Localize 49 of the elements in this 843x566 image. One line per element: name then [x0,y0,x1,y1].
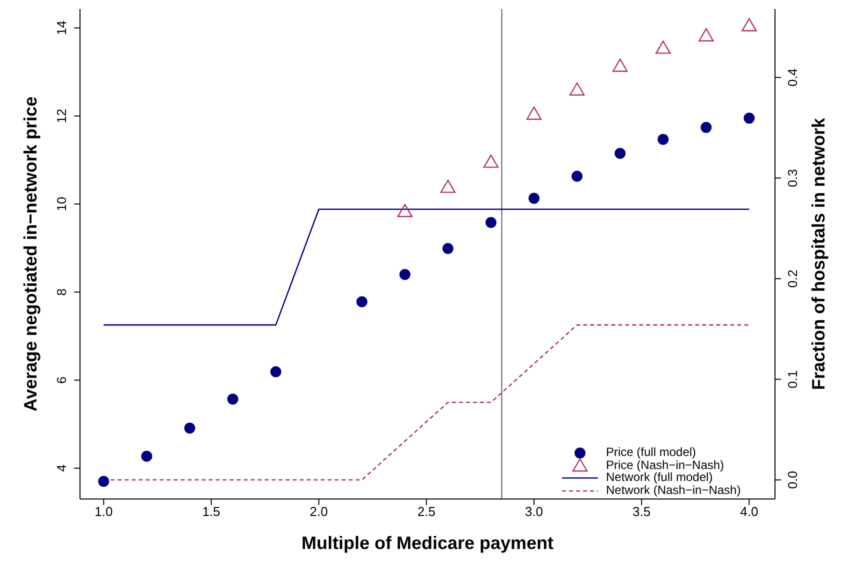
point [698,28,714,42]
point [572,170,583,182]
point [356,296,368,308]
point [397,204,413,218]
legend-label: Network (full model) [606,470,713,484]
legend-label: Price (full model) [606,445,696,460]
x-tick-label: 4.0 [740,504,758,520]
y2-tick-label: 0.4 [785,68,800,86]
y2-tick-label: 0.2 [785,270,800,288]
x-tick-label: 3.5 [632,504,651,520]
y-tick-label: 4 [54,464,69,472]
y2-tick-label: 0.0 [785,470,800,489]
point [399,268,410,280]
point [700,122,712,133]
legend-label: Price (Nash−in−Nash) [606,458,724,472]
point [742,18,757,32]
point [656,40,671,54]
x-tick-label: 3.0 [524,504,544,520]
x-axis-title: Multiple of Medicare payment [301,533,554,553]
x-tick-label: 2.5 [417,504,436,520]
point [485,217,496,228]
point [569,82,585,96]
point [227,394,238,405]
x-tick-label: 2.0 [310,504,328,520]
y-tick-label: 10 [54,196,69,212]
y2-axis-title: Fraction of hospitals in network [808,117,828,390]
point [184,422,196,434]
point [526,106,542,120]
point [658,134,669,145]
point [614,148,626,159]
y-tick-label: 6 [54,376,69,384]
point [440,180,456,193]
point [442,242,454,254]
y2-tick-label: 0.1 [785,370,800,388]
point [528,192,540,204]
point [612,58,628,72]
y-axis-title: Average negotiated in−network price [20,96,40,412]
point [141,450,152,462]
point [270,366,282,378]
point [744,112,755,124]
x-tick-label: 1.5 [202,504,220,520]
y-tick-label: 12 [54,108,69,124]
point [483,154,499,168]
legend-label: Network (Nash−in−Nash) [606,482,741,497]
y-tick-label: 14 [54,20,69,36]
x-tick-label: 1.0 [94,504,113,520]
y2-tick-label: 0.3 [785,168,800,188]
y-tick-label: 8 [54,288,69,296]
point [98,476,110,487]
